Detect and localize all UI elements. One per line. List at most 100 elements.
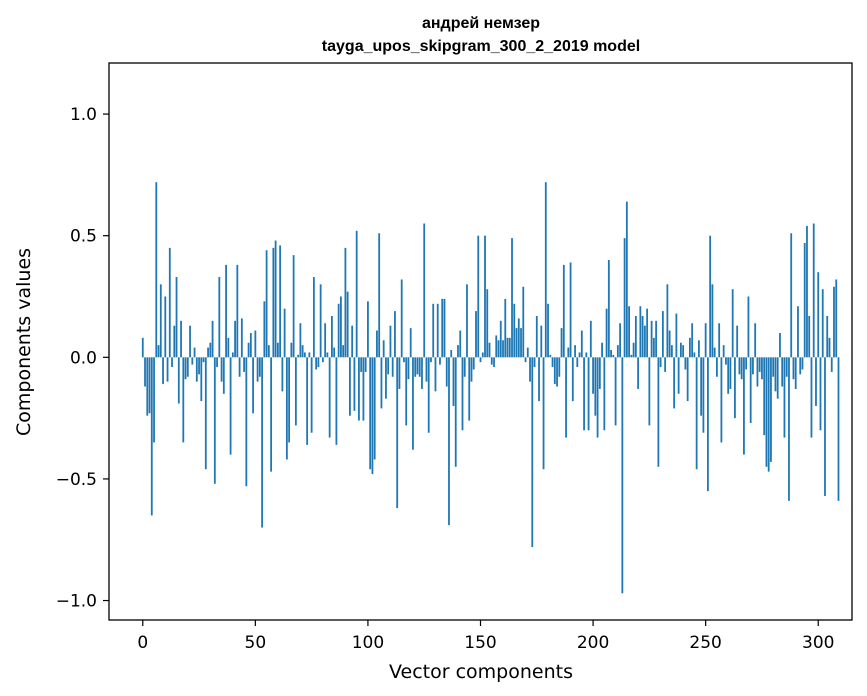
bar [767, 357, 770, 472]
bar [704, 323, 707, 358]
bar [175, 277, 178, 358]
bar [790, 233, 793, 358]
x-axis-label: Vector components [389, 661, 573, 683]
bar [619, 323, 621, 358]
bar [439, 357, 441, 365]
bar [477, 235, 480, 358]
bar [331, 315, 333, 358]
bar [637, 357, 640, 389]
bar [457, 345, 459, 358]
bar [544, 182, 547, 358]
bar [614, 357, 617, 426]
bar [788, 357, 790, 501]
bar [562, 264, 565, 358]
bar [236, 264, 239, 358]
bar [358, 357, 360, 421]
bar [623, 238, 626, 358]
bar [180, 320, 182, 358]
bar [349, 357, 351, 416]
bar [707, 357, 709, 492]
bar [414, 357, 417, 377]
bar [229, 357, 232, 455]
bar [369, 357, 372, 470]
bar [670, 345, 673, 358]
bar [601, 342, 603, 358]
bar [578, 352, 581, 358]
bar [533, 357, 536, 368]
bar [799, 357, 802, 375]
bar [531, 357, 534, 548]
bar [499, 320, 502, 358]
bar [285, 357, 288, 460]
bar [716, 357, 718, 377]
bar [596, 357, 599, 438]
bar [452, 357, 455, 406]
bar [810, 357, 813, 438]
bar [702, 357, 705, 433]
bar [502, 340, 504, 358]
bar [272, 247, 275, 358]
bar [677, 357, 680, 394]
bar [265, 250, 268, 358]
bar [240, 318, 243, 358]
x-tick-label: 250 [689, 633, 721, 653]
bar [258, 357, 261, 377]
bar [231, 352, 234, 358]
bar [407, 357, 410, 380]
bar [409, 328, 412, 358]
bar [193, 347, 196, 358]
bar [837, 357, 840, 501]
bar [333, 347, 336, 358]
bar [294, 357, 297, 426]
bar [405, 357, 408, 426]
bar [412, 357, 414, 450]
bar [441, 298, 444, 358]
bar [585, 352, 588, 358]
bar [616, 345, 619, 358]
bar [598, 357, 601, 389]
bar [792, 357, 795, 380]
bar [378, 233, 381, 358]
bar [209, 342, 212, 358]
bar [292, 255, 295, 358]
bar [806, 225, 808, 358]
bar [515, 328, 518, 358]
y-tick-label: −0.5 [56, 470, 97, 490]
y-axis-label: Components values [13, 248, 35, 436]
bar [506, 337, 509, 358]
x-tick-label: 50 [245, 633, 267, 653]
bar [808, 315, 811, 358]
bar [824, 357, 826, 496]
bar [607, 260, 610, 358]
bar [141, 337, 144, 358]
bar [371, 357, 374, 475]
bar [380, 357, 383, 409]
plot-frame [108, 62, 853, 621]
bar [709, 235, 712, 358]
bar [551, 357, 554, 368]
bar [234, 320, 236, 358]
bar [184, 357, 187, 380]
bar [200, 357, 203, 402]
bar [157, 345, 160, 358]
bar [718, 323, 721, 358]
bar [560, 328, 563, 358]
bar [731, 289, 734, 358]
bar [749, 357, 752, 423]
bar [222, 357, 225, 394]
y-axis-ticks: −1.0 −0.5 0.0 0.5 1.0 [56, 105, 109, 612]
x-tick-label: 150 [464, 633, 496, 653]
y-tick-label: −1.0 [56, 592, 97, 612]
bar [155, 182, 158, 358]
bar [657, 357, 660, 467]
bar [725, 357, 727, 365]
bar [634, 315, 637, 358]
bar [308, 352, 311, 358]
bar [567, 347, 570, 358]
bar [427, 357, 430, 433]
bar [430, 357, 432, 363]
bar [198, 357, 200, 375]
bar [256, 357, 259, 382]
bar [821, 289, 824, 358]
bar [252, 357, 254, 414]
